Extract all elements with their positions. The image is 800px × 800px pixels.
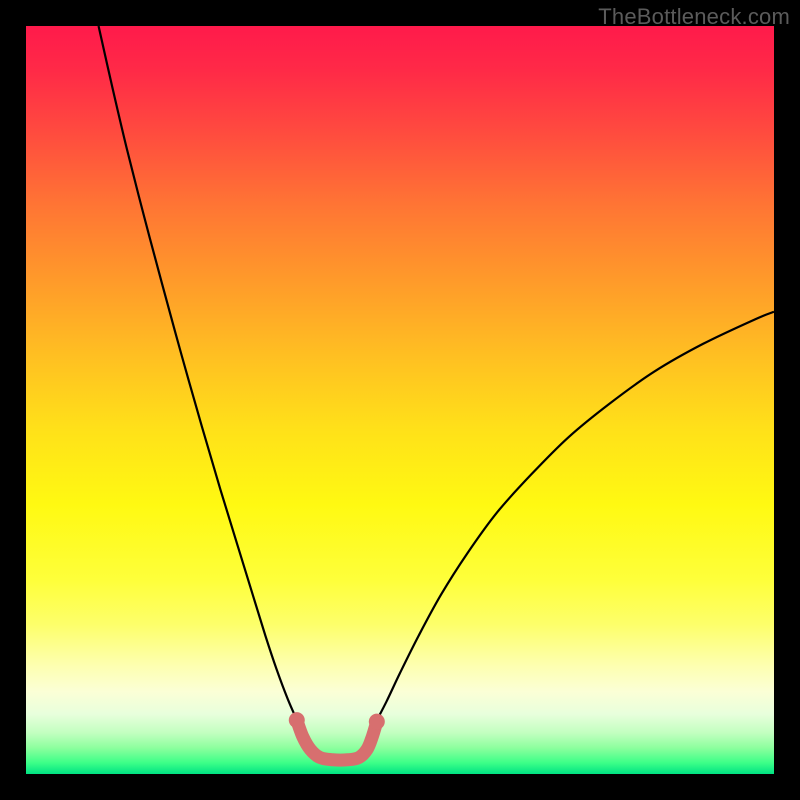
watermark-text: TheBottleneck.com <box>598 4 790 30</box>
plot-area <box>26 26 774 774</box>
heat-gradient-background <box>26 26 774 774</box>
